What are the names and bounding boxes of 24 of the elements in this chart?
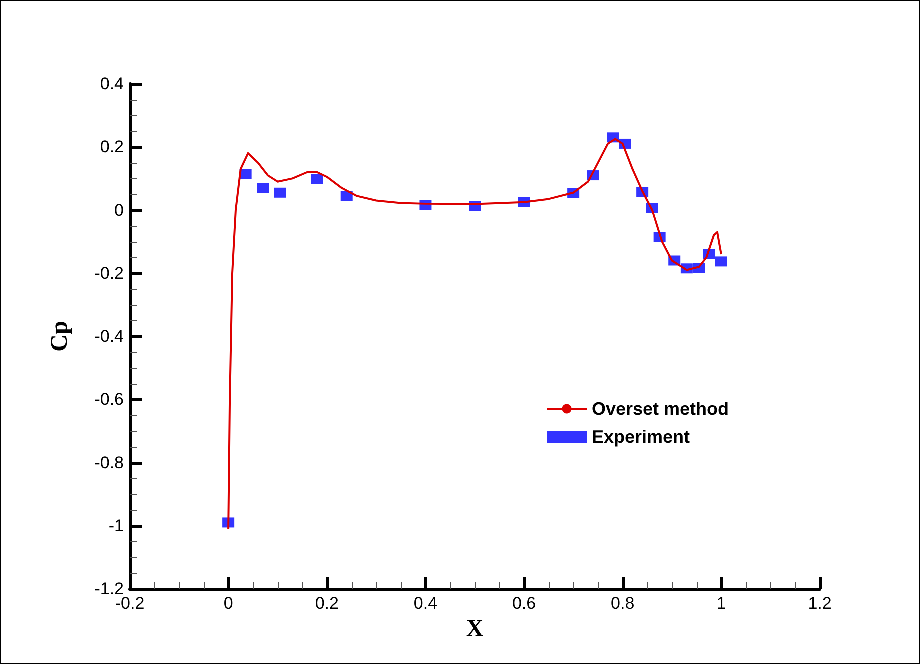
point <box>274 188 286 198</box>
legend-label: Experiment <box>592 427 690 447</box>
x-tick-label: 1.2 <box>808 594 832 613</box>
x-tick-label: 0.8 <box>611 594 635 613</box>
y-tick-label: -0.2 <box>94 264 124 283</box>
x-tick-label: 0.4 <box>414 594 438 613</box>
y-tick-label: -0.4 <box>94 327 124 346</box>
point <box>715 256 728 267</box>
y-tick-label: 0.4 <box>100 74 124 94</box>
x-tick-label: 0 <box>224 594 234 613</box>
x-tick-label: 0.2 <box>315 594 339 613</box>
point <box>311 174 324 184</box>
y-tick-label: -1 <box>108 516 124 536</box>
x-tick-label: 0.6 <box>512 594 536 613</box>
y-tick-label: -0.8 <box>94 453 124 472</box>
y-tick-label: 0.2 <box>100 138 124 157</box>
x-axis-title: X <box>466 616 484 642</box>
y-axis-title: Cp <box>47 321 73 352</box>
y-tick-label: -0.6 <box>94 390 124 410</box>
point <box>257 183 270 194</box>
y-tick-label: -1.2 <box>94 580 124 598</box>
x-tick-label: 1 <box>716 594 726 613</box>
legend-label: Overset method <box>592 399 730 419</box>
y-tick-label: 0 <box>114 200 124 220</box>
